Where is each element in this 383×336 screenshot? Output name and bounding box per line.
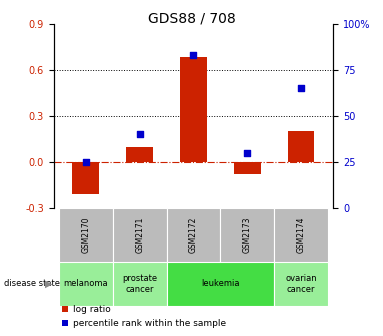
Point xyxy=(244,150,250,156)
Bar xyxy=(59,262,113,306)
Bar xyxy=(234,162,260,174)
Text: GSM2171: GSM2171 xyxy=(135,217,144,253)
Legend: log ratio, percentile rank within the sample: log ratio, percentile rank within the sa… xyxy=(58,302,229,332)
Bar xyxy=(180,57,207,162)
Bar xyxy=(113,262,167,306)
Text: GDS88 / 708: GDS88 / 708 xyxy=(147,12,236,26)
Point xyxy=(190,52,196,58)
Bar xyxy=(274,262,328,306)
Text: GSM2173: GSM2173 xyxy=(243,217,252,253)
Text: melanoma: melanoma xyxy=(64,280,108,288)
Point xyxy=(298,85,304,91)
Bar xyxy=(167,262,274,306)
Text: GSM2174: GSM2174 xyxy=(296,217,306,253)
Bar xyxy=(288,131,314,162)
Bar xyxy=(126,147,153,162)
Text: leukemia: leukemia xyxy=(201,280,239,288)
Text: prostate
cancer: prostate cancer xyxy=(122,274,157,294)
Bar xyxy=(167,208,220,262)
Point xyxy=(137,132,143,137)
Bar xyxy=(59,208,113,262)
Text: GSM2170: GSM2170 xyxy=(81,217,90,253)
Text: GSM2172: GSM2172 xyxy=(189,217,198,253)
Point xyxy=(83,160,89,165)
Bar xyxy=(72,162,99,195)
Bar xyxy=(274,208,328,262)
Text: ▶: ▶ xyxy=(45,279,53,289)
Bar xyxy=(220,208,274,262)
Bar xyxy=(113,208,167,262)
Text: ovarian
cancer: ovarian cancer xyxy=(285,274,317,294)
Text: disease state: disease state xyxy=(4,280,60,288)
